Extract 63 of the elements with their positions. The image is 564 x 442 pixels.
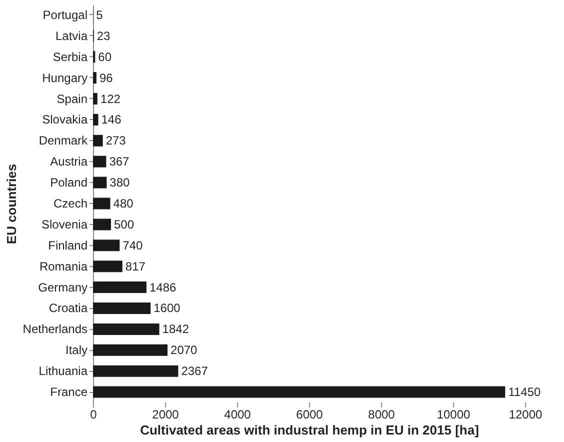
data-label: 817 — [125, 259, 146, 274]
y-tick-label: Portugal — [42, 8, 88, 22]
y-tick-label: Netherlands — [22, 322, 88, 336]
bar — [93, 176, 107, 188]
data-label: 1600 — [154, 301, 181, 316]
data-label: 500 — [114, 217, 134, 232]
x-tick-label: 8000 — [368, 408, 396, 422]
bar — [93, 134, 103, 146]
y-tick-label: Poland — [50, 176, 88, 190]
data-label: 96 — [99, 70, 114, 85]
data-label: 11450 — [508, 385, 542, 400]
data-label: 480 — [113, 196, 134, 210]
x-tick-label: 4000 — [224, 408, 252, 422]
y-tick-label: Hungary — [42, 70, 88, 85]
y-tick-label: Spain — [56, 92, 88, 106]
y-tick-label: Latvia — [55, 28, 88, 43]
bar — [93, 240, 120, 252]
y-tick-label: Denmark — [38, 134, 88, 148]
y-tick-label: Slovenia — [41, 217, 88, 232]
data-label: 380 — [110, 176, 130, 190]
x-tick-label: 6000 — [296, 408, 324, 422]
bar — [93, 302, 151, 314]
data-label: 5 — [96, 8, 104, 22]
bar — [93, 92, 98, 105]
x-tick-label: 10000 — [436, 408, 471, 422]
y-axis-title: EU countries — [4, 164, 19, 244]
y-tick-label: Czech — [53, 196, 88, 210]
y-tick-label: Serbia — [52, 50, 88, 64]
bar — [93, 218, 111, 230]
bar — [93, 344, 168, 356]
bar — [93, 282, 146, 294]
data-label: 1486 — [149, 280, 177, 294]
data-label: 23 — [96, 28, 110, 43]
y-tick-label: Croatia — [48, 301, 88, 316]
y-tick-label: Finland — [48, 238, 88, 252]
data-label: 2070 — [170, 343, 198, 358]
bar — [93, 156, 106, 168]
data-label: 740 — [122, 238, 143, 252]
data-label: 2367 — [181, 364, 208, 378]
x-axis-title: Cultivated areas with industral hemp in EU in 2015 [ha] — [140, 422, 479, 438]
x-tick-label: 2000 — [152, 408, 180, 422]
data-label: 273 — [106, 134, 126, 148]
data-label: 1842 — [162, 322, 190, 336]
bar — [93, 323, 160, 335]
y-tick-label: Romania — [39, 259, 88, 274]
y-tick-label: France — [50, 385, 88, 400]
data-label: 122 — [100, 92, 121, 106]
data-label: 60 — [98, 50, 112, 64]
x-tick-label: 0 — [90, 408, 98, 422]
bar — [93, 114, 98, 126]
data-label: 367 — [109, 154, 130, 169]
y-tick-label: Austria — [50, 154, 88, 169]
y-tick-label: Italy — [65, 343, 88, 358]
bar — [93, 260, 122, 272]
x-tick-label: 12000 — [508, 408, 543, 422]
bar — [93, 386, 506, 398]
bar — [93, 198, 110, 210]
y-tick-label: Germany — [38, 280, 88, 294]
bar — [93, 72, 96, 84]
y-tick-label: Lithuania — [38, 364, 88, 378]
bar — [93, 365, 178, 377]
data-label: 146 — [101, 112, 122, 127]
y-tick-label: Slovakia — [42, 112, 88, 127]
